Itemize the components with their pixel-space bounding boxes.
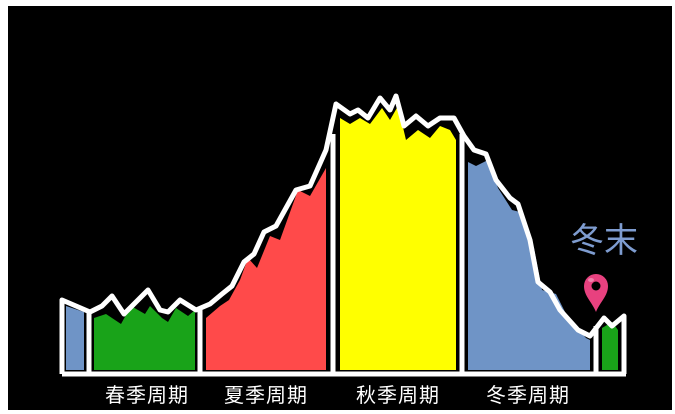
spring-region xyxy=(94,306,195,370)
map-pin-highlight xyxy=(588,278,594,282)
map-pin-icon xyxy=(584,274,608,312)
season-label-autumn: 秋季周期 xyxy=(356,383,440,407)
season-regions xyxy=(66,106,618,370)
season-label-spring: 春季周期 xyxy=(105,383,189,407)
winter-region xyxy=(468,160,590,370)
previous-winter-region xyxy=(66,306,84,370)
summer-region xyxy=(206,168,326,370)
map-pin-hole xyxy=(591,281,601,291)
marker-label: 冬末 xyxy=(570,221,638,261)
season-label-summer: 夏季周期 xyxy=(224,383,308,407)
season-labels: 春季周期 夏季周期 秋季周期 冬季周期 xyxy=(105,383,570,407)
map-pin-body xyxy=(584,274,608,312)
season-label-winter: 冬季周期 xyxy=(486,383,570,407)
next-spring-region xyxy=(602,322,618,370)
cycle-outline xyxy=(59,93,627,339)
autumn-region xyxy=(340,106,456,370)
season-separators xyxy=(86,134,599,374)
